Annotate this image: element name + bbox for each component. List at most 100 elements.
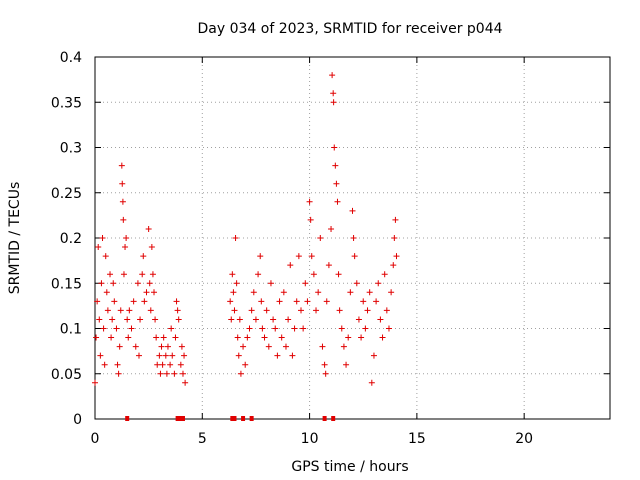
y-tick-label: 0.3 [60,141,82,157]
data-point [280,289,287,296]
data-point [125,334,132,341]
data-point [102,253,109,260]
data-point [246,325,253,332]
baseline-marker [180,416,185,421]
data-point [181,352,188,359]
data-point [151,289,158,296]
baseline-marker [331,416,336,421]
data-point [113,325,120,332]
data-point [153,334,160,341]
data-point [282,343,289,350]
data-point [118,162,125,169]
data-point [163,370,170,377]
data-point [349,207,356,214]
data-point [333,180,340,187]
data-point [328,225,335,232]
x-axis-label: GPS time / hours [291,459,408,475]
data-point [168,325,175,332]
data-point [99,235,106,241]
data-point [368,379,375,386]
y-tick-label: 0.05 [51,367,82,383]
data-point [255,271,262,278]
data-point [137,316,144,323]
data-point [300,325,307,332]
data-point [307,216,314,223]
y-tick-label: 0 [73,412,82,428]
data-point [139,271,146,278]
data-point [383,307,390,314]
data-point [159,361,166,368]
baseline-marker [322,416,327,421]
data-point [258,298,265,305]
data-point [104,307,111,314]
data-point [329,72,336,79]
data-point [364,307,371,314]
data-point [233,280,240,287]
data-point [250,289,257,296]
data-point [103,289,110,296]
data-point [119,180,126,187]
data-point [252,316,259,323]
data-point [322,370,329,377]
data-point [390,262,397,269]
data-point [244,334,251,341]
baseline-marker [125,416,130,421]
baseline-marker [175,416,180,421]
baseline-marker [249,416,254,421]
data-point [263,307,270,314]
data-point [248,307,255,314]
data-point [362,325,369,332]
data-point [130,298,137,305]
data-point [140,253,147,260]
data-point [143,289,150,296]
data-point [148,244,155,251]
data-point [236,316,243,323]
data-point [347,289,354,296]
data-point [335,271,342,278]
data-point [135,352,142,359]
data-point [107,271,114,278]
data-point [115,370,122,377]
data-point [319,343,326,350]
data-point [123,235,130,241]
data-point [377,316,384,323]
data-point [317,235,324,241]
data-point [353,280,360,287]
chart-title: Day 034 of 2023, SRMTID for receiver p04… [197,21,502,37]
data-point [110,280,117,287]
data-point [287,262,294,269]
data-point [274,352,281,359]
data-point [291,325,298,332]
data-point [323,298,330,305]
data-point [345,334,352,341]
data-point [234,334,241,341]
y-tick-label: 0.35 [51,95,82,111]
data-point [295,253,302,260]
data-point [96,316,103,323]
data-point [124,316,131,323]
data-point [293,298,300,305]
data-point [122,244,129,251]
data-point [230,289,237,296]
data-point [393,253,400,260]
data-point [109,316,116,323]
data-point [156,352,163,359]
data-point [385,325,392,332]
data-point [119,198,126,205]
data-point [128,325,135,332]
y-tick-label: 0.25 [51,186,82,202]
data-point [392,216,399,223]
data-point [350,235,357,241]
baseline-marker [230,416,235,421]
data-point [93,334,100,341]
data-point [366,289,373,296]
baseline-marker [241,416,246,421]
data-point [298,307,304,314]
y-axis-label: SRMTID / TECUs [7,182,23,295]
data-point [169,352,176,359]
data-point [154,361,161,368]
data-point [177,361,184,368]
data-point [164,343,171,350]
data-point [351,253,358,260]
data-point [108,334,115,341]
